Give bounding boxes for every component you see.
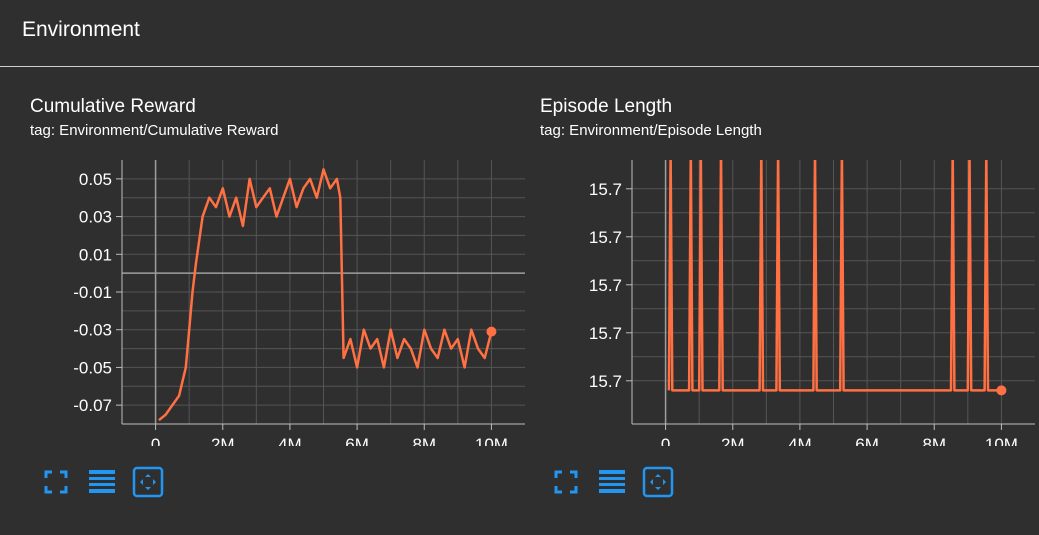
fit-domain-button[interactable] — [132, 466, 164, 498]
chart-toolbar — [30, 466, 230, 498]
episode-length-chart[interactable]: 0 2M 4M 6M 8M 10M 15.7 15.7 15.7 15.7 15.7 — [540, 146, 1039, 446]
x-tick-label: 2M — [211, 435, 235, 446]
fullscreen-icon — [554, 470, 578, 494]
last-value-marker — [996, 385, 1007, 396]
fullscreen-icon — [44, 470, 68, 494]
x-tick-label: 6M — [855, 435, 879, 446]
y-tick-label: 15.7 — [589, 324, 622, 343]
chart-tag: tag: Environment/Cumulative Reward — [30, 122, 279, 139]
x-tick-label: 0 — [661, 435, 670, 446]
y-tick-label: 15.7 — [589, 180, 622, 199]
fullscreen-button[interactable] — [40, 466, 72, 498]
chart-toolbar — [540, 466, 740, 498]
y-tick-label: 15.7 — [589, 228, 622, 247]
y-tick-label: 0.01 — [79, 245, 112, 264]
data-download-button[interactable] — [86, 466, 118, 498]
last-value-marker — [486, 326, 497, 337]
series-line — [158, 168, 493, 422]
y-tick-label: -0.07 — [73, 396, 112, 415]
fit-domain-icon — [132, 466, 164, 498]
data-download-icon — [89, 470, 115, 493]
chart-title: Cumulative Reward — [30, 96, 196, 117]
y-tick-label: 15.7 — [589, 276, 622, 295]
y-tick-label: 0.03 — [79, 208, 112, 227]
chart-card-cumulative-reward: Cumulative Reward tag: Environment/Cumul… — [30, 96, 530, 516]
x-tick-label: 4M — [278, 435, 302, 446]
data-download-icon — [599, 470, 625, 493]
fit-domain-button[interactable] — [642, 466, 674, 498]
section-header: Environment — [0, 0, 1039, 67]
section-title: Environment — [22, 18, 140, 41]
y-tick-label: -0.01 — [73, 283, 112, 302]
chart-title: Episode Length — [540, 96, 673, 117]
x-tick-label: 2M — [721, 435, 745, 446]
fit-domain-icon — [642, 466, 674, 498]
plot-area — [158, 168, 493, 422]
chart-card-episode-length: Episode Length tag: Environment/Episode … — [540, 96, 1039, 516]
x-tick-label: 4M — [788, 435, 812, 446]
y-tick-label: 15.7 — [589, 372, 622, 391]
plot-area — [667, 160, 1002, 392]
chart-tag: tag: Environment/Episode Length — [540, 122, 762, 139]
x-tick-label: 8M — [922, 435, 946, 446]
x-tick-label: 10M — [985, 435, 1018, 446]
x-tick-label: 10M — [475, 435, 508, 446]
x-tick-label: 8M — [412, 435, 436, 446]
y-tick-label: 0.05 — [79, 170, 112, 189]
y-tick-label: -0.05 — [73, 358, 112, 377]
x-tick-label: 6M — [345, 435, 369, 446]
cumulative-reward-chart[interactable]: 0 2M 4M 6M 8M 10M 0.05 0.03 0.01 -0.01 -0.03 -0.05 -… — [30, 146, 530, 446]
data-download-button[interactable] — [596, 466, 628, 498]
y-tick-label: -0.03 — [73, 321, 112, 340]
fullscreen-button[interactable] — [550, 466, 582, 498]
x-tick-label: 0 — [151, 435, 160, 446]
series-line — [667, 160, 1002, 392]
